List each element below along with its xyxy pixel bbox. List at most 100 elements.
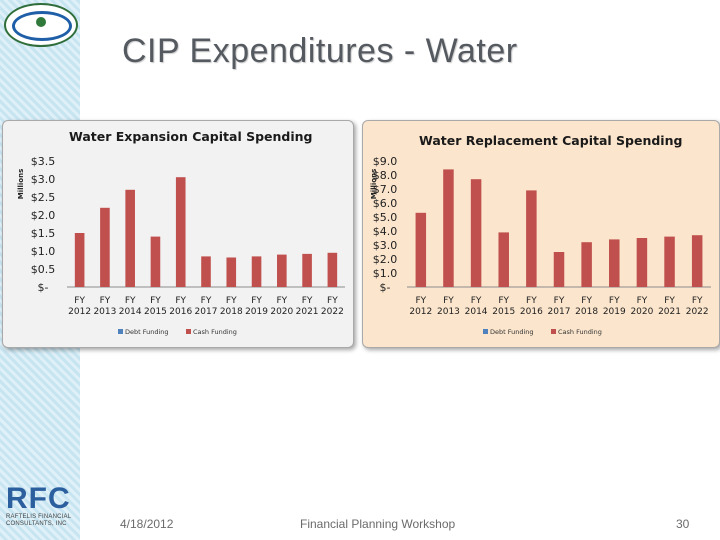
x-tick-label-line2: 2020: [630, 307, 653, 317]
logo-ring: [12, 11, 72, 41]
y-tick-label: $0.5: [31, 263, 56, 276]
x-tick-label-line1: FY: [201, 296, 212, 306]
y-tick-label: $2.0: [31, 209, 56, 222]
bar-cash-funding: [175, 177, 186, 287]
bar-cash-funding: [498, 232, 509, 287]
bar-cash-funding: [277, 254, 287, 287]
slide-title: CIP Expenditures - Water: [122, 32, 518, 70]
bar-cash-funding: [201, 256, 211, 287]
chart-panel-replacement: Water Replacement Capital Spending Millio…: [362, 120, 720, 348]
bar-cash-funding: [443, 169, 454, 287]
x-tick-label-line2: 2013: [437, 307, 460, 317]
chart-panel-expansion: Water Expansion Capital Spending Millions…: [2, 120, 354, 348]
x-tick-label-line1: FY: [581, 296, 592, 306]
x-tick-label-line1: FY: [125, 296, 136, 306]
x-tick-label-line2: 2012: [68, 307, 91, 317]
x-tick-label-line1: FY: [471, 296, 482, 306]
x-tick-label-line1: FY: [150, 296, 161, 306]
bar-cash-funding: [691, 235, 703, 287]
x-tick-label-line1: FY: [637, 296, 648, 306]
bar-cash-funding: [125, 189, 135, 287]
y-tick-label: $7.0: [373, 183, 398, 196]
bar-cash-funding: [609, 239, 620, 287]
x-tick-label-line1: FY: [74, 296, 85, 306]
bar-cash-funding: [327, 252, 338, 287]
x-tick-label-line1: FY: [302, 296, 313, 306]
chart-title: Water Replacement Capital Spending: [419, 133, 682, 148]
y-axis-label: Millions: [370, 169, 378, 200]
y-tick-label: $2.0: [373, 253, 398, 266]
footer-center-text: Financial Planning Workshop: [300, 517, 456, 531]
x-tick-label-line2: 2017: [548, 307, 571, 317]
x-tick-label-line2: 2019: [245, 307, 268, 317]
tree-icon: [36, 17, 46, 27]
x-tick-label-line1: FY: [327, 296, 338, 306]
y-tick-label: $4.0: [373, 225, 398, 238]
x-tick-label-line1: FY: [251, 296, 262, 306]
legend-label: Debt Funding: [490, 328, 534, 336]
legend-swatch: [118, 329, 123, 334]
chart-title: Water Expansion Capital Spending: [69, 129, 313, 144]
x-tick-label-line2: 2022: [686, 307, 709, 317]
y-axis-label: Millions: [17, 169, 25, 200]
rfc-logo: RFC RAFTELIS FINANCIAL CONSULTANTS, INC: [6, 484, 80, 528]
legend-label: Cash Funding: [558, 328, 602, 336]
bar-cash-funding: [581, 242, 592, 287]
y-tick-label: $1.5: [31, 227, 56, 240]
x-tick-label-line1: FY: [276, 296, 287, 306]
bar-cash-funding: [251, 256, 262, 287]
x-tick-label-line2: 2019: [603, 307, 626, 317]
x-tick-label-line2: 2018: [220, 307, 243, 317]
x-tick-label-line1: FY: [692, 296, 703, 306]
y-tick-label: $2.5: [31, 191, 56, 204]
x-tick-label-line1: FY: [664, 296, 675, 306]
y-tick-label: $1.0: [373, 267, 398, 280]
bar-cash-funding: [664, 236, 675, 287]
rfc-logo-subtitle: RAFTELIS FINANCIAL CONSULTANTS, INC: [6, 514, 72, 527]
x-tick-label-line2: 2022: [321, 307, 344, 317]
x-tick-label-line2: 2021: [296, 307, 319, 317]
x-tick-label-line1: FY: [554, 296, 565, 306]
y-tick-label: $6.0: [373, 197, 398, 210]
bar-cash-funding: [636, 238, 648, 287]
y-tick-label: $5.0: [373, 211, 398, 224]
bar-cash-funding: [100, 207, 110, 287]
expansion-chart: Water Expansion Capital Spending Millions…: [17, 129, 345, 336]
y-tick-label: $3.0: [31, 173, 56, 186]
bar-cash-funding: [74, 233, 85, 287]
bar-cash-funding: [470, 179, 482, 287]
x-tick-label-line1: FY: [415, 296, 426, 306]
x-tick-label-line1: FY: [443, 296, 454, 306]
bar-cash-funding: [553, 252, 565, 287]
y-tick-label: $-: [380, 281, 391, 294]
x-tick-label-line2: 2015: [144, 307, 167, 317]
x-tick-label-line2: 2014: [465, 307, 488, 317]
x-tick-label-line2: 2012: [409, 307, 432, 317]
rfc-logo-letters: RFC: [6, 482, 71, 515]
x-tick-label-line1: FY: [175, 296, 186, 306]
bar-cash-funding: [415, 212, 427, 287]
x-tick-label-line1: FY: [100, 296, 111, 306]
y-tick-label: $8.0: [373, 169, 398, 182]
x-tick-label-line2: 2020: [270, 307, 293, 317]
x-tick-label-line2: 2013: [93, 307, 116, 317]
x-tick-label-line2: 2021: [658, 307, 681, 317]
x-tick-label-line1: FY: [226, 296, 237, 306]
x-tick-label-line2: 2015: [492, 307, 515, 317]
legend-swatch: [551, 329, 556, 334]
bar-cash-funding: [150, 236, 161, 287]
y-tick-label: $1.0: [31, 245, 56, 258]
bar-cash-funding: [226, 257, 237, 287]
legend-label: Cash Funding: [193, 328, 237, 336]
page-number: 30: [676, 517, 690, 531]
y-tick-label: $9.0: [373, 155, 398, 168]
legend-label: Debt Funding: [125, 328, 169, 336]
legend-swatch: [483, 329, 488, 334]
x-tick-label-line2: 2018: [575, 307, 598, 317]
y-tick-label: $3.5: [31, 155, 56, 168]
x-tick-label-line2: 2017: [195, 307, 218, 317]
replacement-chart: Water Replacement Capital Spending Millio…: [370, 133, 711, 336]
y-tick-label: $-: [38, 281, 49, 294]
utility-district-logo: [4, 3, 78, 47]
bar-cash-funding: [302, 253, 312, 287]
